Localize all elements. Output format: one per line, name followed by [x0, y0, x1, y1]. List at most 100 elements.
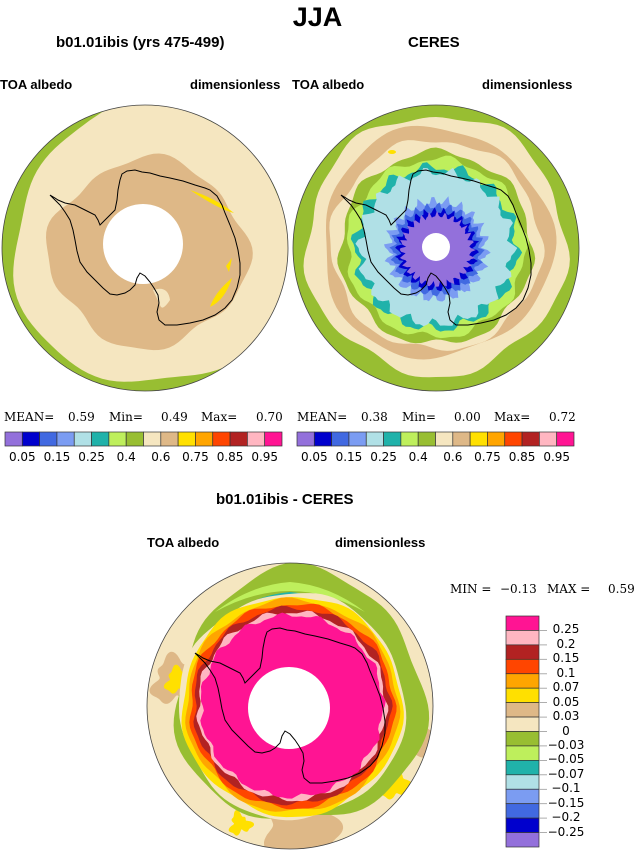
colorbar-tick-label: 0.25: [370, 450, 397, 464]
colorbar-tick-label: 0.85: [508, 450, 536, 464]
colorbar-obs: [296, 431, 575, 447]
colorbar-tick-label: −0.07: [547, 766, 585, 781]
colorbar-box: [21, 431, 40, 447]
pole-hole: [422, 233, 450, 261]
main-title: JJA: [292, 2, 343, 32]
stat-mean-label-obs: MEAN=: [297, 410, 348, 424]
stat-max-value-diff: 0.59: [608, 582, 635, 596]
colorbar-tick-label: −0.1: [551, 781, 581, 796]
colorbar-box: [212, 431, 231, 447]
map-diff: [146, 562, 434, 850]
colorbar-box: [73, 431, 92, 447]
stat-min-value-model: 0.49: [161, 410, 188, 424]
patch-neg0.05: [215, 582, 365, 612]
colorbar-box: [313, 431, 332, 447]
colorbar-box: [435, 431, 454, 447]
colorbar-box: [469, 431, 488, 447]
colorbar-model: [4, 431, 283, 447]
colorbar-box: [383, 431, 402, 447]
patch-0.65: [226, 258, 232, 272]
colorbar-tick-label: 0.25: [78, 450, 105, 464]
colorbar-tick-label: 0.2: [556, 636, 576, 651]
colorbar-tick-label: −0.25: [547, 824, 585, 839]
left-label-obs: TOA albedo: [292, 77, 365, 92]
colorbar-box: [331, 431, 350, 447]
colorbar-tick-label: −0.15: [547, 795, 585, 810]
left-label-diff: TOA albedo: [147, 535, 220, 550]
colorbar-tick-label: 0.95: [251, 450, 279, 464]
colorbar-box: [556, 431, 575, 447]
panel-title-obs: CERES: [408, 34, 460, 51]
colorbar-box: [505, 731, 540, 747]
colorbar-box: [505, 788, 540, 805]
colorbar-box: [348, 431, 367, 447]
panel-title-diff: b01.01ibis - CERES: [216, 491, 354, 508]
stat-max-value-model: 0.70: [256, 410, 283, 424]
colorbar-tick-label: 0.85: [216, 450, 244, 464]
colorbar-box: [143, 431, 162, 447]
colorbar-tick-label: 0: [562, 723, 570, 738]
stat-max-label-model: Max=: [201, 410, 238, 424]
colorbar-box: [505, 630, 540, 646]
colorbar-box: [505, 803, 540, 819]
colorbar-box: [505, 658, 540, 675]
stat-min-value-diff: −0.13: [500, 582, 537, 596]
pole-hole: [248, 667, 330, 749]
colorbar-tick-label: 0.6: [151, 450, 171, 464]
colorbar-box: [505, 687, 540, 703]
colorbar-box: [296, 431, 315, 447]
colorbar-box: [177, 431, 196, 447]
stat-max-label-obs: Max=: [494, 410, 531, 424]
colorbar-tick-label: 0.75: [182, 450, 209, 464]
colorbar-box: [505, 832, 540, 848]
coastline: [49, 169, 241, 326]
colorbar-box: [505, 673, 540, 689]
colorbar-box: [505, 760, 540, 776]
pole-hole: [103, 204, 183, 284]
colorbar-box: [365, 431, 384, 447]
colorbar-tick-label: 0.15: [335, 450, 363, 464]
colorbar-box: [160, 431, 179, 447]
colorbar-tick-label: 0.15: [552, 651, 580, 666]
colorbar-box: [539, 431, 558, 447]
colorbar-tick-label: 0.05: [552, 694, 580, 709]
panel-title-model: b01.01ibis (yrs 475-499): [56, 34, 225, 51]
colorbar-box: [39, 431, 58, 447]
stat-max-value-obs: 0.72: [549, 410, 576, 424]
colorbar-box: [452, 431, 471, 447]
stat-max-label-diff: MAX =: [547, 582, 591, 596]
map-border: [1, 104, 289, 392]
colorbar-tick-label: 0.25: [552, 622, 580, 637]
colorbar-tick-label: 0.75: [474, 450, 501, 464]
colorbar-tick-label: 0.03: [552, 709, 580, 724]
colorbar-tick-label: 0.15: [43, 450, 71, 464]
colorbar-box: [505, 745, 540, 761]
colorbar-box: [56, 431, 75, 447]
colorbar-box: [125, 431, 144, 447]
colorbar-box: [487, 431, 506, 447]
colorbar-box: [264, 431, 283, 447]
stat-min-label-diff: MIN =: [450, 582, 492, 596]
coastline: [194, 627, 386, 784]
stat-mean-value-model: 0.59: [68, 410, 95, 424]
colorbar-tick-label: −0.05: [547, 752, 585, 767]
colorbar-tick-label: 0.6: [443, 450, 463, 464]
colorbar-box: [400, 431, 419, 447]
colorbar-tick-label: 0.1: [556, 665, 576, 680]
map-obs: [292, 104, 580, 392]
map-model: [1, 104, 289, 392]
map-border: [292, 104, 580, 392]
colorbar-tick-label: 0.95: [543, 450, 571, 464]
colorbar-tick-label: 0.05: [8, 450, 36, 464]
colorbar-box: [247, 431, 266, 447]
colorbar-tick-label: 0.4: [408, 450, 428, 464]
colorbar-box: [229, 431, 248, 447]
colorbar-box: [505, 644, 540, 660]
colorbar-tick-label: −0.03: [547, 737, 585, 752]
colorbar-tick-label: 0.05: [300, 450, 328, 464]
colorbar-box: [91, 431, 110, 447]
colorbar-box: [505, 716, 540, 732]
colorbar-tick-label: −0.2: [551, 810, 581, 825]
right-label-diff: dimensionless: [335, 535, 426, 550]
map-border: [146, 562, 434, 850]
